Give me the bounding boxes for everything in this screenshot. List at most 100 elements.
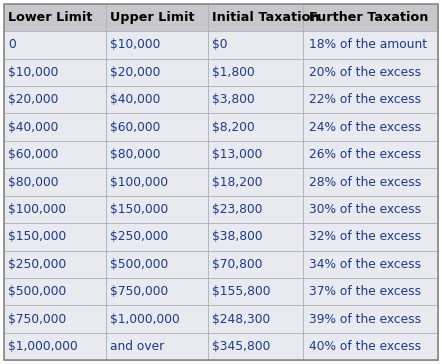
Text: Initial Taxation: Initial Taxation [212,11,319,24]
Bar [4,114,106,141]
Bar [106,168,208,196]
Text: and over: and over [110,340,164,353]
Bar [4,86,106,114]
Text: $150,000: $150,000 [8,230,67,244]
Text: $0: $0 [212,38,227,51]
Text: 26% of the excess: 26% of the excess [309,148,421,161]
Text: $23,800: $23,800 [212,203,262,216]
Text: 40% of the excess: 40% of the excess [309,340,421,353]
Bar [303,141,438,168]
Bar [208,114,303,141]
Text: $80,000: $80,000 [8,175,59,189]
Bar [4,223,106,250]
Bar [303,168,438,196]
Bar [106,4,208,31]
Text: $1,000,000: $1,000,000 [110,313,180,326]
Text: $40,000: $40,000 [8,120,59,134]
Bar [106,223,208,250]
Text: 39% of the excess: 39% of the excess [309,313,421,326]
Bar [303,86,438,114]
Text: $10,000: $10,000 [110,38,160,51]
Bar [303,250,438,278]
Bar [106,141,208,168]
Text: $750,000: $750,000 [8,313,67,326]
Text: $38,800: $38,800 [212,230,263,244]
Bar [303,114,438,141]
Text: 0: 0 [8,38,16,51]
Text: $60,000: $60,000 [8,148,59,161]
Bar [106,278,208,305]
Text: 34% of the excess: 34% of the excess [309,258,421,271]
Text: $100,000: $100,000 [8,203,67,216]
Bar [4,305,106,333]
Text: $250,000: $250,000 [8,258,67,271]
Text: $500,000: $500,000 [8,285,67,298]
Bar [208,196,303,223]
Bar [106,86,208,114]
Bar [106,59,208,86]
Bar [303,223,438,250]
Bar [208,278,303,305]
Bar [106,31,208,59]
Bar [4,59,106,86]
Text: $13,000: $13,000 [212,148,262,161]
Text: $345,800: $345,800 [212,340,270,353]
Bar [106,114,208,141]
Bar [303,305,438,333]
Text: 37% of the excess: 37% of the excess [309,285,421,298]
Text: $20,000: $20,000 [8,93,59,106]
Bar [303,278,438,305]
Text: $60,000: $60,000 [110,120,160,134]
Bar [303,31,438,59]
Bar [208,168,303,196]
Bar [106,305,208,333]
Text: $100,000: $100,000 [110,175,168,189]
Bar [303,4,438,31]
Bar [106,333,208,360]
Bar [4,168,106,196]
Text: 32% of the excess: 32% of the excess [309,230,421,244]
Bar [106,196,208,223]
Text: 20% of the excess: 20% of the excess [309,66,421,79]
Bar [4,141,106,168]
Text: 22% of the excess: 22% of the excess [309,93,421,106]
Bar [4,278,106,305]
Bar [303,333,438,360]
Text: $150,000: $150,000 [110,203,168,216]
Text: $70,800: $70,800 [212,258,262,271]
Bar [208,31,303,59]
Text: 30% of the excess: 30% of the excess [309,203,421,216]
Text: $1,000,000: $1,000,000 [8,340,78,353]
Bar [4,333,106,360]
Text: $1,800: $1,800 [212,66,255,79]
Text: $500,000: $500,000 [110,258,168,271]
Text: Further Taxation: Further Taxation [309,11,428,24]
Bar [208,59,303,86]
Text: $250,000: $250,000 [110,230,168,244]
Text: $750,000: $750,000 [110,285,168,298]
Bar [303,59,438,86]
Text: $3,800: $3,800 [212,93,255,106]
Text: $40,000: $40,000 [110,93,160,106]
Bar [4,196,106,223]
Bar [106,250,208,278]
Text: 18% of the amount: 18% of the amount [309,38,427,51]
Bar [208,250,303,278]
Text: $80,000: $80,000 [110,148,161,161]
Text: 24% of the excess: 24% of the excess [309,120,421,134]
Text: Lower Limit: Lower Limit [8,11,93,24]
Bar [208,305,303,333]
Text: $18,200: $18,200 [212,175,262,189]
Text: Upper Limit: Upper Limit [110,11,195,24]
Bar [4,4,106,31]
Bar [208,223,303,250]
Text: $10,000: $10,000 [8,66,59,79]
Text: $155,800: $155,800 [212,285,271,298]
Bar [208,86,303,114]
Text: $20,000: $20,000 [110,66,160,79]
Text: $248,300: $248,300 [212,313,270,326]
Text: 28% of the excess: 28% of the excess [309,175,421,189]
Bar [208,333,303,360]
Text: $8,200: $8,200 [212,120,255,134]
Bar [208,4,303,31]
